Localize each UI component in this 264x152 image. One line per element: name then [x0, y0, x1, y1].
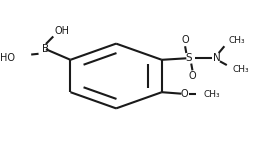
Text: N: N	[213, 53, 221, 63]
Text: S: S	[186, 53, 192, 63]
Text: O: O	[189, 71, 196, 81]
Text: O: O	[181, 35, 189, 45]
Text: B: B	[42, 44, 49, 54]
Text: CH₃: CH₃	[204, 90, 220, 99]
Text: CH₃: CH₃	[233, 65, 249, 74]
Text: CH₃: CH₃	[228, 36, 245, 45]
Text: HO: HO	[0, 53, 15, 63]
Text: O: O	[180, 89, 188, 99]
Text: OH: OH	[54, 26, 69, 36]
